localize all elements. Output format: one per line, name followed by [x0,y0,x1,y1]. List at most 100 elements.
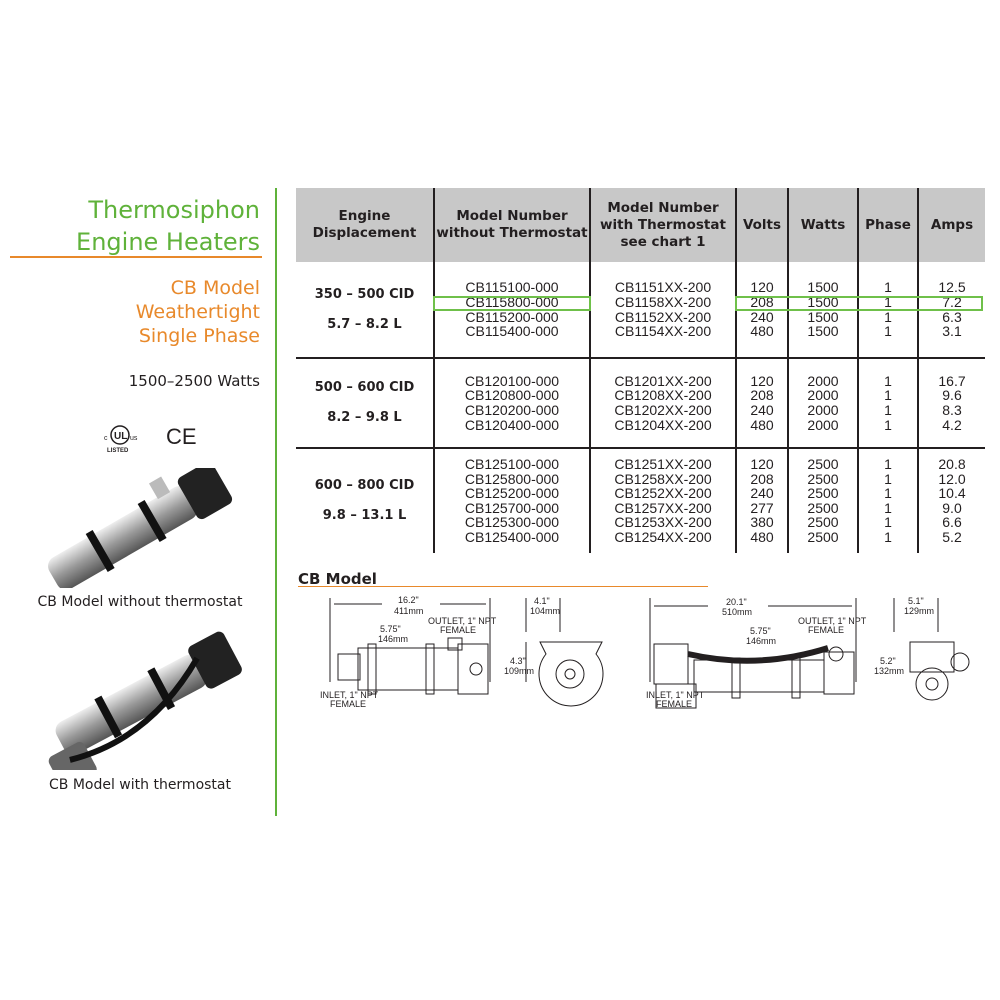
svg-text:INLET, 1" NPT: INLET, 1" NPT [320,690,379,700]
table-cell-column: 120 208 240 480 [735,358,788,449]
svg-text:5.75": 5.75" [380,624,401,634]
svg-text:FEMALE: FEMALE [440,625,476,635]
table-cell-column: 20.8 12.0 10.4 9.0 6.6 5.2 [917,448,985,553]
highlight-box [433,296,591,311]
table-cell: CB120100-000 [464,372,560,389]
subtitle-line: CB Model [170,277,260,299]
image-caption: CB Model with thermostat [48,777,231,793]
table-cell: 2500 [807,470,839,487]
table-cell: 2000 [807,402,839,418]
table-cell: CB1251XX-200 [614,456,712,472]
table-cell: 2000 [807,372,839,389]
svg-text:FEMALE: FEMALE [330,699,366,709]
svg-text:INLET, 1" NPT: INLET, 1" NPT [646,690,705,700]
table-cell: 1500 [807,308,839,325]
table-cell: 1 [884,456,892,472]
table-cell: 4.2 [942,416,962,433]
table-cell: CB1158XX-200 [614,293,712,310]
table-cell: CB1154XX-200 [614,323,712,340]
cid: 350 – 500 CID [314,286,415,302]
specifications-table: Engine Displacement Model Number without … [296,188,985,553]
table-cell-column: CB120100-000 CB120800-000 CB120200-000 CB12… [433,358,590,449]
table-cell: 9.6 [942,387,962,404]
table-cell: 120 [750,279,774,296]
table-cell: 2500 [807,485,839,502]
table-row-group: 600 – 800 CID 9.8 – 13.1 L CB125100-000 CB1… [296,448,985,553]
table-cell: 2500 [807,514,839,531]
engine-displacement: 350 – 500 CID 5.7 – 8.2 L [296,262,434,359]
table-cell: CB125100-000 [464,456,560,472]
table-cell-column: 16.7 9.6 8.3 4.2 [917,358,985,449]
table-cell: 1500 [807,279,839,296]
svg-text:5.1": 5.1" [908,596,924,606]
table-cell: 380 [750,514,774,531]
table-cell: 1 [884,293,892,310]
table-cell: 2000 [807,387,839,404]
table-cell: 480 [750,416,774,433]
table-cell: 1 [884,470,892,487]
product-image-with-thermostat [48,631,242,770]
svg-text:129mm: 129mm [904,606,934,616]
table-cell: 1 [884,308,892,325]
table-cell: 6.3 [942,308,962,325]
table-cell: 9.0 [942,499,962,516]
column-header: Amps [917,188,985,262]
drawing-labels: 16.2"411mm 5.75"146mm OUTLET, 1" NPTFEMA… [320,595,934,709]
product-image-without-thermostat [48,468,233,588]
table-cell-column: CB1151XX-200 CB1158XX-200 CB1152XX-200 CB11… [589,262,736,359]
table-cell: CB115800-000 [465,293,559,310]
table-cell: 1 [884,528,892,545]
table-cell: 277 [750,499,774,516]
table-cell-column: 2500 2500 2500 2500 2500 2500 [787,448,858,553]
svg-text:FEMALE: FEMALE [656,699,692,709]
table-cell: CB1252XX-200 [614,485,712,502]
svg-text:OUTLET, 1" NPT: OUTLET, 1" NPT [798,616,867,626]
table-cell: 208 [750,293,774,310]
ce-logo: CE [166,424,197,449]
svg-text:4.3": 4.3" [510,656,526,666]
table-cell: CB125800-000 [464,470,560,487]
page-title: Thermosiphon Engine Heaters [76,194,260,258]
divider [275,188,277,816]
table-cell: 208 [750,387,774,404]
liters: 9.8 – 13.1 L [322,507,407,523]
divider [10,256,262,258]
table-cell-column: CB125100-000 CB125800-000 CB125200-000 CB12… [433,448,590,553]
table-cell: 8.3 [942,402,962,418]
subtitle: CB Model Weathertight Single Phase [136,276,260,348]
svg-text:FEMALE: FEMALE [808,625,844,635]
table-cell: CB1258XX-200 [614,470,712,487]
divider [298,586,708,587]
table-cell: 1 [884,323,892,340]
engine-displacement: 500 – 600 CID 8.2 – 9.8 L [296,358,434,449]
table-cell: CB1208XX-200 [614,387,712,404]
table-cell: 208 [750,470,774,487]
table-cell-column: CB1251XX-200 CB1258XX-200 CB1252XX-200 CB12… [589,448,736,553]
column-header: Model Number with Thermostat see chart 1 [589,188,736,262]
cid: 500 – 600 CID [314,380,415,395]
column-header: Watts [787,188,858,262]
svg-text:16.2": 16.2" [398,595,419,605]
svg-text:4.1": 4.1" [534,596,550,606]
svg-text:109mm: 109mm [504,666,534,676]
table-row-group: 350 – 500 CID 5.7 – 8.2 L CB115100-000 CB11… [296,262,985,359]
table-header: Engine Displacement Model Number without … [296,188,985,262]
table-cell: CB1201XX-200 [614,372,712,389]
table-cell-column: 120 208 240 277 380 480 [735,448,788,553]
table-cell: 1 [884,372,892,389]
table-cell: CB115400-000 [465,323,559,340]
svg-text:104mm: 104mm [530,606,560,616]
table-cell: CB115100-000 [465,279,559,296]
table-cell: CB1254XX-200 [614,528,712,545]
table-cell: 5.2 [942,528,962,545]
table-cell: CB1202XX-200 [614,402,712,418]
table-cell: CB125700-000 [464,499,560,516]
table-cell: 1500 [807,293,839,310]
table-cell: 20.8 [938,456,966,472]
svg-text:411mm: 411mm [394,606,423,616]
table-cell: 6.6 [942,514,962,531]
subtitle-line: Weathertight [135,301,260,323]
table-cell: 1 [884,416,892,433]
column-header: Engine Displacement [296,188,434,262]
